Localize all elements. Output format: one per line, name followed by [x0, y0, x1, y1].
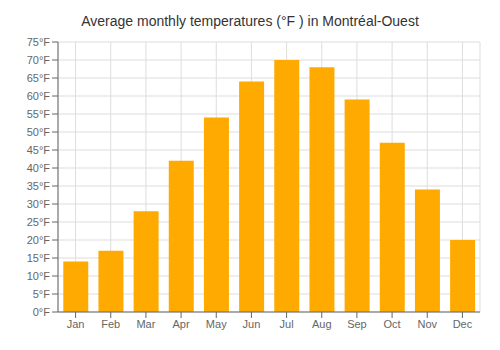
svg-text:Mar: Mar: [136, 318, 155, 330]
svg-text:65°F: 65°F: [27, 72, 51, 84]
svg-text:60°F: 60°F: [27, 90, 51, 102]
svg-text:10°F: 10°F: [27, 270, 51, 282]
svg-text:Aug: Aug: [312, 318, 332, 330]
svg-text:15°F: 15°F: [27, 252, 51, 264]
svg-text:45°F: 45°F: [27, 144, 51, 156]
svg-text:Jan: Jan: [67, 318, 85, 330]
svg-text:Apr: Apr: [173, 318, 190, 330]
svg-text:Feb: Feb: [101, 318, 120, 330]
svg-text:40°F: 40°F: [27, 162, 51, 174]
svg-text:35°F: 35°F: [27, 180, 51, 192]
svg-text:Sep: Sep: [347, 318, 367, 330]
svg-text:0°F: 0°F: [33, 306, 51, 318]
svg-text:5°F: 5°F: [33, 288, 51, 300]
svg-text:Oct: Oct: [384, 318, 401, 330]
svg-text:30°F: 30°F: [27, 198, 51, 210]
html-text:Average monthly temperatures (: Average monthly temperatures (°F ) in Mo…: [81, 13, 419, 29]
svg-text:55°F: 55°F: [27, 108, 51, 120]
svg-text:Dec: Dec: [453, 318, 473, 330]
svg-text:70°F: 70°F: [27, 54, 51, 66]
svg-text:Nov: Nov: [417, 318, 437, 330]
svg-text:May: May: [206, 318, 227, 330]
svg-text:50°F: 50°F: [27, 126, 51, 138]
svg-text:Jul: Jul: [280, 318, 294, 330]
svg-text:25°F: 25°F: [27, 216, 51, 228]
svg-text:75°F: 75°F: [27, 36, 51, 48]
svg-text:20°F: 20°F: [27, 234, 51, 246]
svg-text:Jun: Jun: [243, 318, 261, 330]
